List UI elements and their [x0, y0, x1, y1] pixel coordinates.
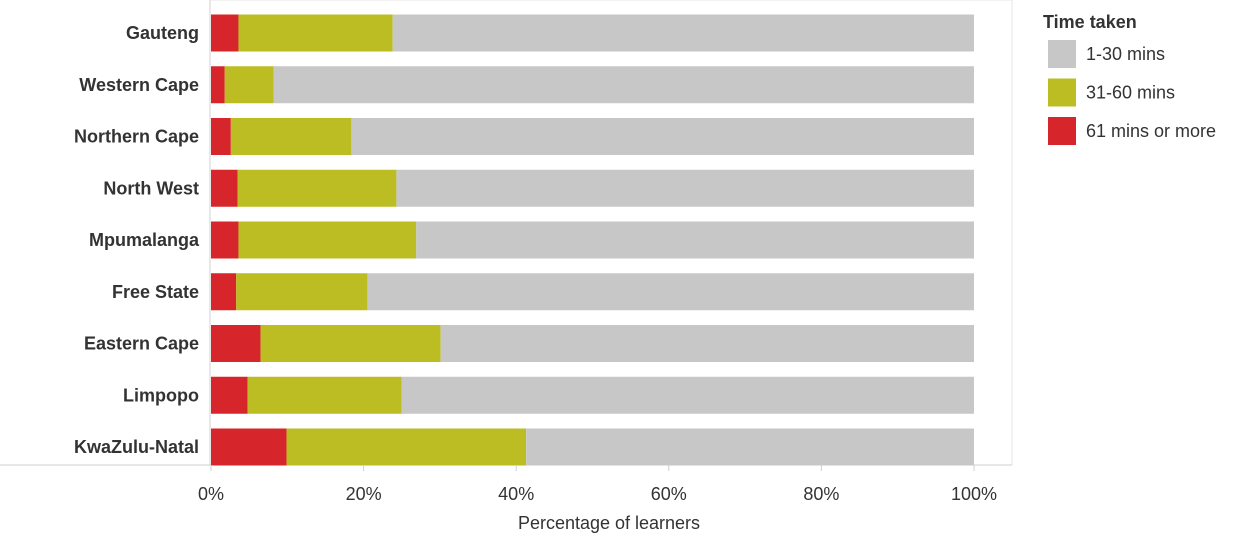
bar-mpumalanga-seg-2 — [416, 221, 974, 259]
x-axis: 0% 20% 40% 60% 80% 100% — [198, 465, 997, 504]
bar-free-state-seg-1 — [236, 273, 368, 311]
x-tick-label: 0% — [198, 484, 224, 504]
bar-northern-cape-seg-0 — [211, 118, 231, 155]
bar-eastern-cape-seg-1 — [260, 325, 441, 362]
bar-eastern-cape-seg-2 — [440, 325, 975, 362]
bar-limpopo-seg-1 — [247, 376, 402, 414]
bar-north-west-seg-0 — [211, 169, 238, 207]
bar-north-west-seg-2 — [396, 169, 974, 207]
bar-free-state-seg-0 — [211, 273, 237, 311]
legend-swatch — [1048, 78, 1076, 107]
bar-mpumalanga-seg-1 — [238, 221, 417, 259]
bar-kwazulu-natal-seg-2 — [526, 428, 974, 466]
category-label: Gauteng — [126, 23, 199, 43]
category-label: Mpumalanga — [89, 230, 200, 250]
category-label: North West — [103, 178, 199, 198]
category-label: Northern Cape — [74, 127, 199, 147]
x-tick-label: 40% — [498, 484, 534, 504]
legend-label: 31-60 mins — [1086, 83, 1175, 103]
bar-limpopo-seg-2 — [401, 376, 974, 414]
bar-gauteng-seg-2 — [392, 14, 974, 52]
bar-western-cape-seg-1 — [224, 66, 274, 104]
legend-label: 1-30 mins — [1086, 44, 1165, 64]
legend-swatch — [1048, 40, 1076, 68]
bar-gauteng-seg-1 — [238, 14, 393, 52]
legend-swatch — [1048, 117, 1076, 145]
bar-kwazulu-natal-seg-0 — [211, 428, 287, 466]
legend-label: 61 mins or more — [1086, 121, 1216, 141]
x-tick-label: 100% — [951, 484, 997, 504]
bar-kwazulu-natal-seg-1 — [286, 428, 527, 466]
bar-western-cape-seg-2 — [273, 66, 974, 104]
category-labels: Gauteng Western Cape Northern Cape North We… — [74, 23, 200, 457]
legend-title: Time taken — [1043, 12, 1137, 32]
legend: Time taken 1-30 mins 31-60 mins 61 mins or… — [1043, 12, 1216, 145]
bar-northern-cape-seg-2 — [351, 118, 975, 155]
bar-north-west-seg-1 — [237, 169, 397, 207]
category-label: Western Cape — [79, 75, 199, 95]
bar-northern-cape-seg-1 — [230, 118, 352, 155]
x-tick-label: 60% — [651, 484, 687, 504]
bar-free-state-seg-2 — [367, 273, 974, 311]
bar-mpumalanga-seg-0 — [211, 221, 239, 259]
category-label: Free State — [112, 282, 199, 302]
x-tick-label: 20% — [346, 484, 382, 504]
bars-group — [211, 14, 975, 466]
bar-limpopo-seg-0 — [211, 376, 248, 414]
bar-western-cape-seg-0 — [211, 66, 225, 104]
bar-eastern-cape-seg-0 — [211, 325, 261, 362]
category-label: Limpopo — [123, 385, 199, 405]
bar-gauteng-seg-0 — [211, 14, 239, 52]
x-axis-title: Percentage of learners — [518, 513, 700, 533]
category-label: Eastern Cape — [84, 334, 199, 354]
x-tick-label: 80% — [803, 484, 839, 504]
category-label: KwaZulu-Natal — [74, 437, 199, 457]
